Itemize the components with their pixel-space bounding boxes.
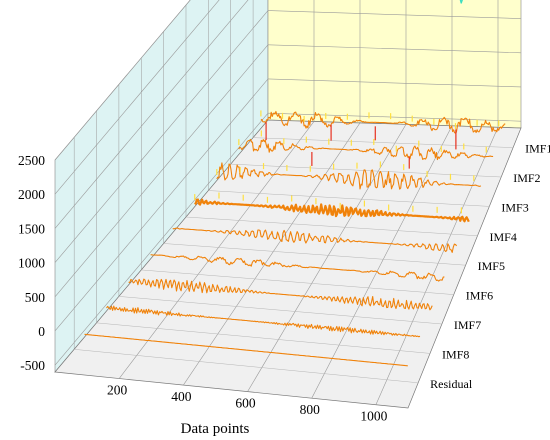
depth-label: IMF1: [525, 142, 550, 156]
y-tick-label: 1500: [18, 221, 45, 236]
side-gridline: [54, 0, 220, 195]
y-tick-label: 2500: [18, 153, 45, 168]
x-tick-label: 800: [300, 402, 321, 417]
depth-label: IMF3: [501, 200, 528, 214]
side-gridline: [54, 0, 191, 161]
side-gridline: [54, 112, 269, 366]
floor-gridline-depth: [163, 243, 466, 266]
depth-label: IMF5: [478, 259, 505, 273]
y-tick-label: -500: [20, 358, 45, 373]
floor-gridline-depth: [74, 349, 419, 384]
y-tick-label: 1000: [18, 256, 45, 271]
side-gridline: [54, 44, 269, 297]
imf-trace: [260, 110, 506, 134]
y-tick-label: 500: [25, 290, 46, 305]
depth-labels: IMF1 IMF2 IMF3 IMF4 IMF5 IMF6 IMF7 IMF8 Residual: [430, 142, 550, 391]
floor-gridline-depth: [208, 190, 490, 207]
imf-trace: [84, 333, 408, 367]
floor-gridline-depth: [230, 163, 502, 178]
floor-gridline-x: [183, 122, 361, 386]
x-tick-label: 600: [235, 396, 256, 411]
imf-trace: [128, 278, 433, 311]
depth-label: IMF8: [442, 347, 469, 361]
depth-label: IMF7: [454, 318, 481, 332]
x-tick-label: 1000: [360, 409, 387, 424]
floor-gridline-x: [375, 127, 499, 405]
x-tick-labels: 200 400 600 800 1000: [107, 383, 388, 424]
side-gridline: [54, 0, 249, 229]
imf-trace: [106, 305, 421, 338]
x-tick-label: 200: [107, 383, 128, 398]
floor-gridline-depth: [253, 137, 514, 148]
grid-lines: [54, 0, 522, 405]
x-axis-title: Data points: [181, 421, 250, 437]
back-gridline: [267, 112, 522, 122]
side-gridline: [54, 78, 269, 332]
x-tick-label: 400: [171, 389, 192, 404]
back-gridline: [267, 44, 522, 54]
y-tick-labels: 2500 2000 1500 1000 500 0 -500: [18, 153, 45, 373]
depth-label: IMF6: [466, 289, 493, 303]
side-gridline: [54, 10, 269, 263]
imf-trace: [194, 198, 470, 223]
imf-trace: [216, 162, 482, 190]
depth-label: IMF2: [513, 171, 540, 185]
imf-traces: [84, 110, 506, 367]
back-gridline: [267, 78, 522, 88]
floor-gridline-depth: [118, 296, 442, 325]
depth-label: Residual: [430, 377, 473, 391]
floor-gridline-depth: [141, 269, 454, 295]
imf-trace: [238, 138, 494, 161]
back-gridline: [267, 10, 522, 19]
floor-gridline-x: [311, 125, 453, 399]
back-wall-panel: [267, 0, 522, 129]
floor-gridline-depth: [185, 216, 478, 237]
imf-trace: [172, 227, 458, 253]
floor-gridline-x: [118, 121, 315, 379]
y-tick-label: 0: [38, 324, 45, 339]
floor-panel: [54, 119, 522, 409]
imf-trace: [150, 254, 445, 282]
depth-label: IMF4: [489, 230, 516, 244]
floor-gridline-depth: [96, 322, 431, 354]
y-tick-label: 2000: [18, 187, 45, 202]
floor-gridline-x: [247, 124, 407, 392]
chart-panels: [54, 0, 522, 409]
